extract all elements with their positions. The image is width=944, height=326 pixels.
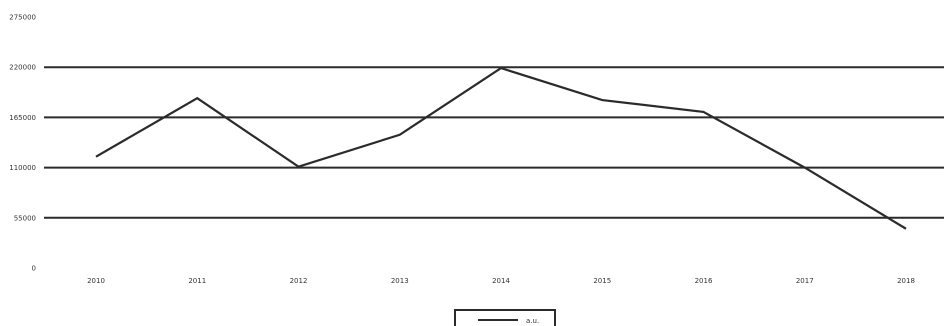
gridlines bbox=[44, 66, 944, 219]
y-axis-tick-labels: 0 55000 110000 165000 220000 275000 bbox=[9, 14, 36, 273]
series-line bbox=[95, 66, 907, 230]
y-tick-label: 220000 bbox=[9, 64, 36, 72]
x-tick-label: 2014 bbox=[492, 277, 510, 285]
legend: a.u. bbox=[454, 309, 556, 326]
x-axis-tick-labels: 2010 2011 2012 2013 2014 2015 2016 2017 2018 bbox=[87, 277, 915, 285]
y-tick-label: 110000 bbox=[9, 164, 36, 172]
y-tick-label: 165000 bbox=[9, 114, 36, 122]
y-tick-label: 275000 bbox=[9, 14, 36, 22]
x-tick-label: 2013 bbox=[391, 277, 409, 285]
y-tick-label: 55000 bbox=[14, 214, 36, 222]
legend-series-label: a.u. bbox=[526, 317, 539, 325]
x-tick-label: 2018 bbox=[897, 277, 915, 285]
x-tick-label: 2012 bbox=[290, 277, 308, 285]
x-tick-label: 2015 bbox=[593, 277, 611, 285]
legend-box bbox=[454, 309, 556, 326]
x-tick-label: 2011 bbox=[188, 277, 206, 285]
x-tick-label: 2017 bbox=[796, 277, 814, 285]
x-tick-label: 2010 bbox=[87, 277, 105, 285]
series-layer bbox=[95, 66, 907, 230]
y-tick-label: 0 bbox=[32, 265, 36, 273]
x-tick-label: 2016 bbox=[695, 277, 713, 285]
